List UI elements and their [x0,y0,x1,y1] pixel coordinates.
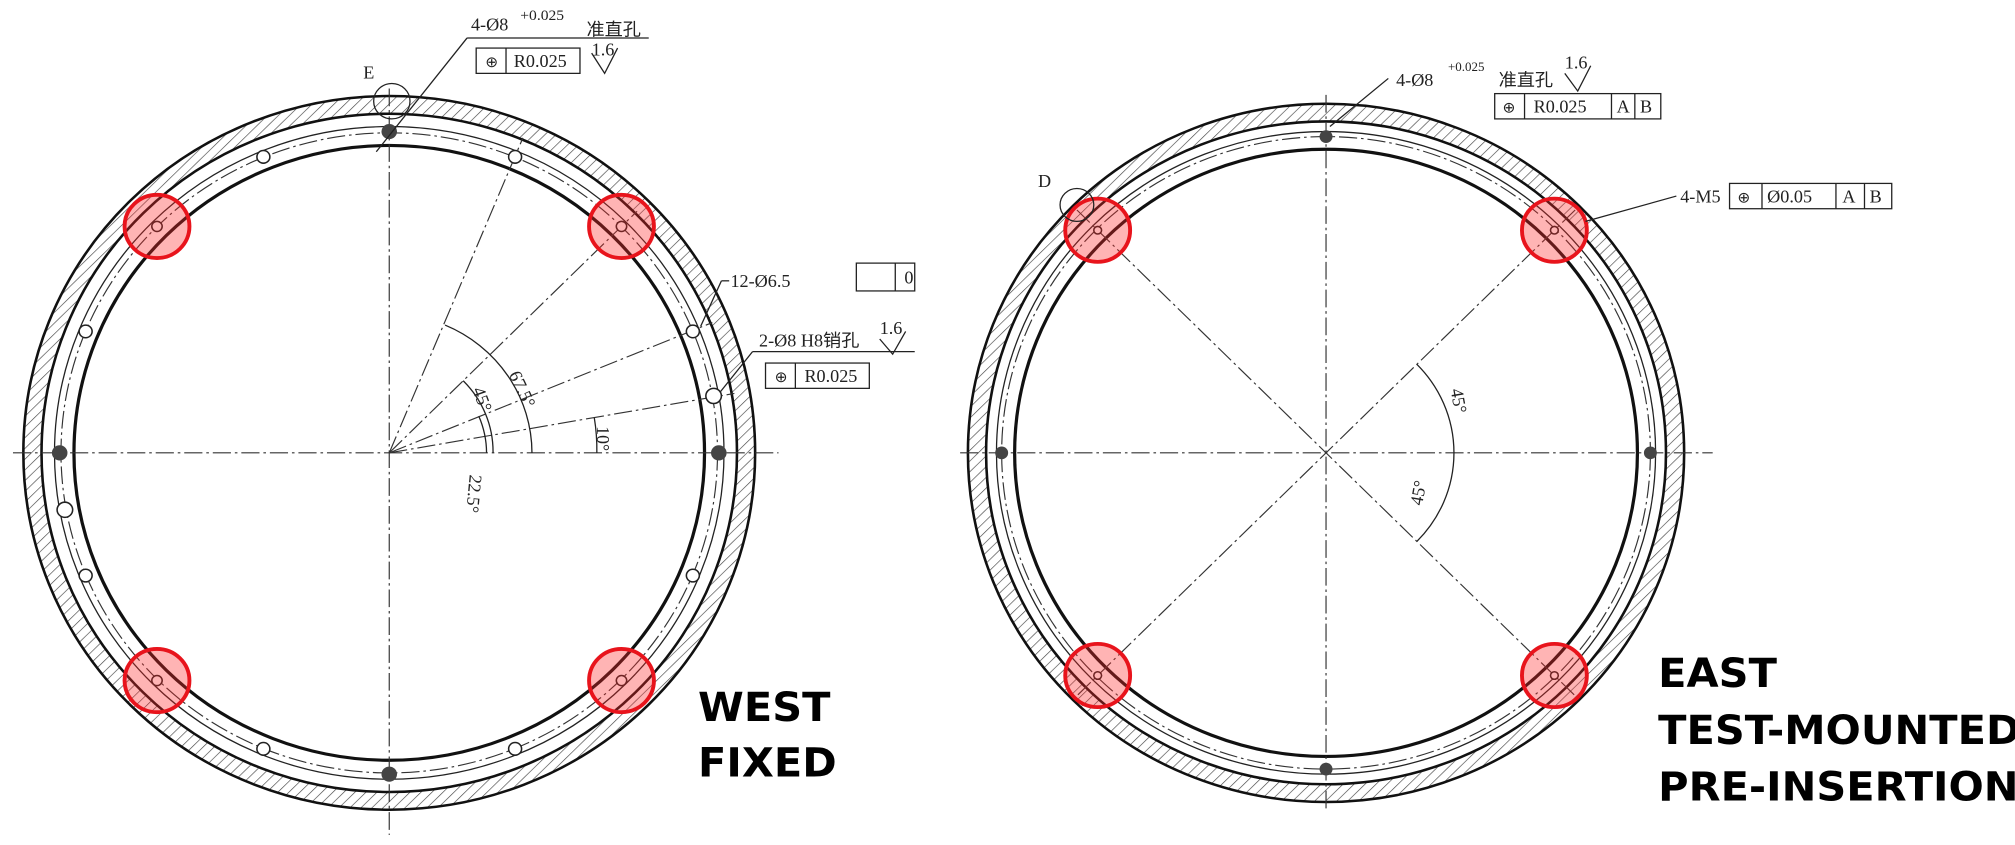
position-tol: R0.025 [514,51,567,71]
position-symbol: ⊕ [1502,100,1515,117]
caption: WEST [698,684,830,731]
angle-label: 45° [1447,387,1471,415]
roughness: 1.6 [592,40,615,60]
drawing: E 4-Ø8 +0.025 准直孔 ⊕ R0.025 1.6 12-Ø6.5 2… [0,0,2015,845]
roughness: 1.6 [880,318,903,338]
d-label: D [1038,171,1051,191]
angle-label: 22.5° [462,474,486,514]
position-symbol: ⊕ [775,369,788,386]
west-flange: E 4-Ø8 +0.025 准直孔 ⊕ R0.025 1.6 12-Ø6.5 2… [13,7,915,834]
pin-holes: 2-Ø8 H8销孔 [759,331,859,351]
position-symbol: ⊕ [1737,190,1750,207]
roughness: 1.6 [1565,53,1588,73]
thread-callout: 4-M5 [1680,187,1720,207]
caption: TEST-MOUNTED [1658,706,2015,753]
flatness: 0 [904,268,913,288]
hole-name: 准直孔 [586,20,641,40]
hole-callout: 4-Ø8 [471,15,508,35]
hole-name: 准直孔 [1499,70,1554,90]
caption: FIXED [698,739,837,786]
position-symbol: ⊕ [485,54,498,71]
datum: B [1870,187,1882,207]
datum: A [1617,97,1630,117]
tolerance: +0.025 [520,7,564,24]
hole-callout: 4-Ø8 [1396,70,1433,90]
position-tol: R0.025 [1534,97,1587,117]
angle-label: 10° [593,426,613,451]
e-label: E [363,63,374,83]
position-tol: R0.025 [804,366,857,386]
east-flange: D 4-Ø8 +0.025 准直孔 1.6 ⊕ R0.025 A B 4-M5 … [960,53,2015,811]
tolerance: +0.025 [1448,60,1484,74]
page: E 4-Ø8 +0.025 准直孔 ⊕ R0.025 1.6 12-Ø6.5 2… [0,0,2015,845]
datum: A [1842,187,1855,207]
angle-label: 45° [1406,479,1430,507]
position-tol: Ø0.05 [1767,187,1812,207]
caption: PRE-INSERTION [1658,763,2015,810]
caption: EAST [1658,649,1777,696]
datum: B [1640,97,1652,117]
bolt-holes: 12-Ø6.5 [730,271,790,291]
angle-label: 45° [468,384,496,414]
